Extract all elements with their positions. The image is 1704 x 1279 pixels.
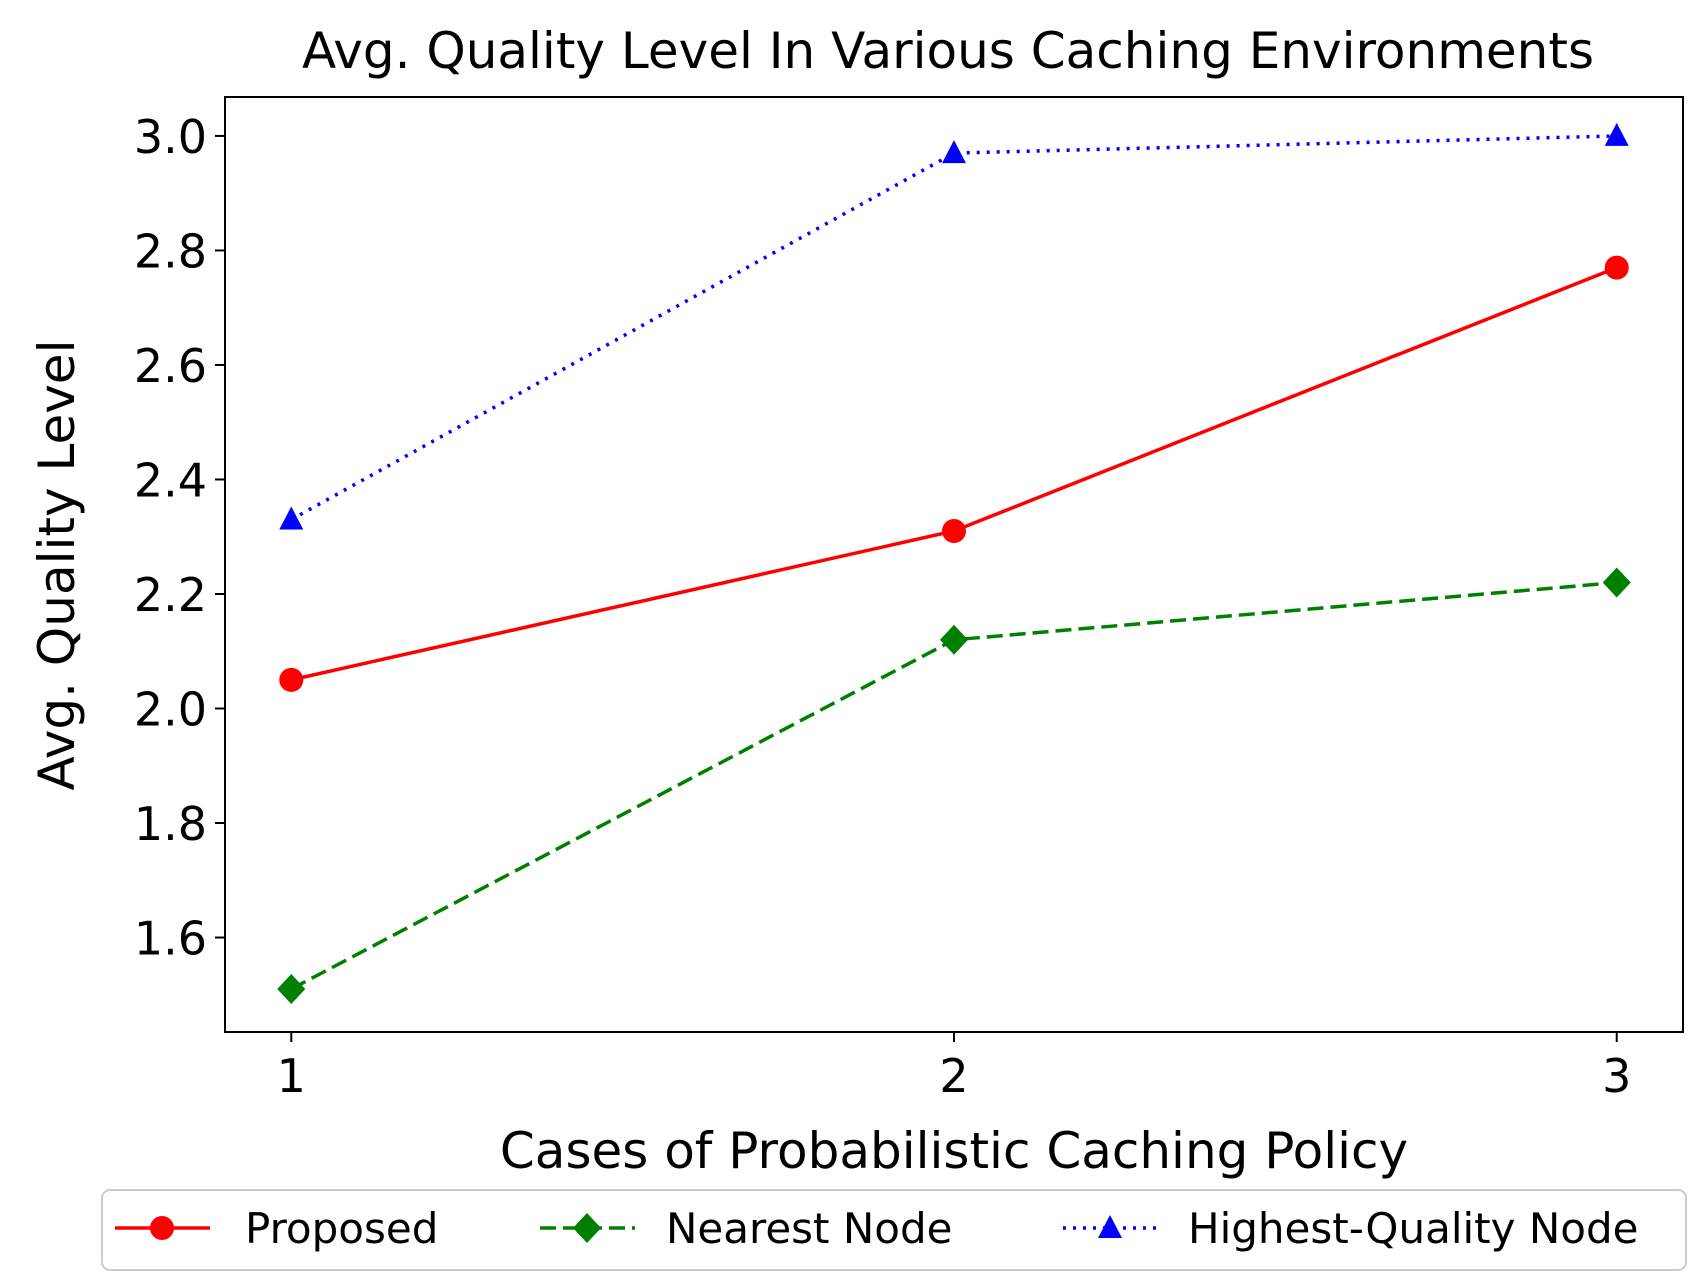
y-axis-label: Avg. Quality Level bbox=[28, 340, 86, 791]
data-point bbox=[279, 506, 304, 530]
x-axis-label: Cases of Probabilistic Caching Policy bbox=[500, 1122, 1408, 1180]
plot-frame bbox=[224, 96, 1684, 1033]
series-highest-quality-node bbox=[279, 122, 1629, 530]
x-tick-label: 2 bbox=[939, 1049, 968, 1103]
x-axis-ticks: 1 2 3 bbox=[277, 1032, 1631, 1103]
legend-label: Highest-Quality Node bbox=[1188, 1204, 1638, 1253]
legend-marker bbox=[573, 1213, 601, 1243]
legend-entry: Proposed bbox=[115, 1204, 438, 1253]
legend-frame bbox=[101, 1189, 1687, 1271]
y-tick-label: 3.0 bbox=[134, 110, 207, 164]
data-point bbox=[1604, 122, 1629, 146]
series-layer bbox=[277, 122, 1631, 1005]
series-nearest-node bbox=[277, 567, 1631, 1005]
data-point bbox=[1604, 255, 1629, 280]
x-tick-label: 1 bbox=[277, 1049, 306, 1103]
series-line bbox=[290, 265, 1618, 682]
legend-entry: Nearest Node bbox=[540, 1204, 953, 1253]
y-tick-label: 2.4 bbox=[134, 453, 207, 507]
y-tick-label: 2.2 bbox=[134, 568, 207, 622]
x-tick-label: 3 bbox=[1602, 1049, 1631, 1103]
data-point bbox=[279, 667, 304, 692]
y-tick-label: 2.0 bbox=[134, 683, 207, 737]
series-line bbox=[290, 134, 1617, 522]
legend-marker bbox=[150, 1216, 174, 1240]
legend-label: Nearest Node bbox=[666, 1204, 953, 1253]
legend-entry: Highest-Quality Node bbox=[1063, 1204, 1638, 1253]
data-point bbox=[1602, 567, 1631, 598]
legend-marker bbox=[1098, 1215, 1122, 1238]
y-tick-label: 2.8 bbox=[134, 224, 207, 278]
y-tick-label: 2.6 bbox=[134, 339, 207, 393]
y-tick-label: 1.8 bbox=[134, 797, 207, 851]
legend: Proposed Nearest Node Highest-Quality Node bbox=[101, 1189, 1687, 1271]
legend-label: Proposed bbox=[245, 1204, 438, 1253]
y-axis-ticks: 1.6 1.8 2.0 2.2 2.4 2.6 2.8 3.0 bbox=[134, 110, 225, 966]
data-point bbox=[942, 140, 966, 164]
chart-title: Avg. Quality Level In Various Caching En… bbox=[302, 22, 1594, 80]
series-proposed bbox=[279, 255, 1629, 692]
data-point bbox=[940, 624, 968, 655]
data-point bbox=[277, 974, 306, 1005]
data-point bbox=[942, 519, 966, 544]
y-tick-label: 1.6 bbox=[134, 912, 207, 966]
legend-items: Proposed Nearest Node Highest-Quality Node bbox=[115, 1204, 1638, 1253]
